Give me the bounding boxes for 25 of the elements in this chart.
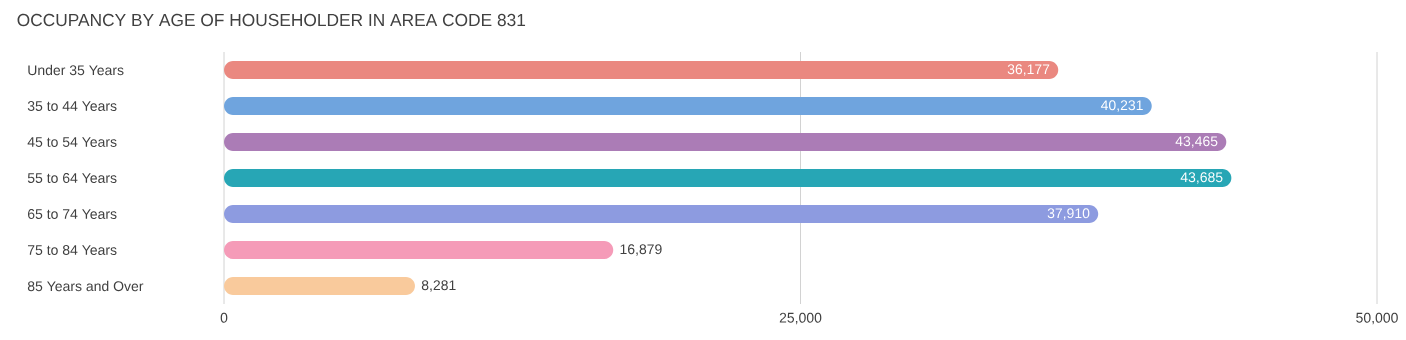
bar	[224, 241, 614, 260]
x-tick-label: 50,000	[1356, 312, 1398, 325]
data-label: 40,231	[1100, 100, 1143, 112]
data-label: 43,465	[1175, 136, 1218, 148]
x-tick-label: 0	[220, 312, 228, 323]
data-label: 43,685	[1180, 172, 1223, 184]
data-label: 8,281	[421, 280, 456, 292]
data-label: 36,177	[1007, 64, 1050, 76]
bar	[224, 133, 1227, 152]
bar	[224, 61, 1059, 80]
y-tick-label: 45 to 54 Years	[27, 137, 117, 147]
data-label: 37,910	[1047, 208, 1090, 220]
bar	[224, 277, 415, 296]
bar	[224, 169, 1232, 188]
y-tick-label: 35 to 44 Years	[27, 101, 117, 111]
y-tick-label: 65 to 74 Years	[27, 209, 117, 219]
y-tick-label: Under 35 Years	[28, 64, 124, 76]
bar	[224, 205, 1099, 224]
y-tick-label: 85 Years and Over	[27, 280, 144, 292]
y-tick-label: 75 to 84 Years	[27, 245, 117, 255]
y-tick-label: 55 to 64 Years	[27, 173, 117, 183]
chart-title: OCCUPANCY BY AGE OF HOUSEHOLDER IN AREA CODE 831	[17, 13, 526, 27]
x-tick-label: 25,000	[779, 312, 822, 325]
bar	[224, 97, 1152, 116]
data-label: 16,879	[620, 244, 662, 256]
